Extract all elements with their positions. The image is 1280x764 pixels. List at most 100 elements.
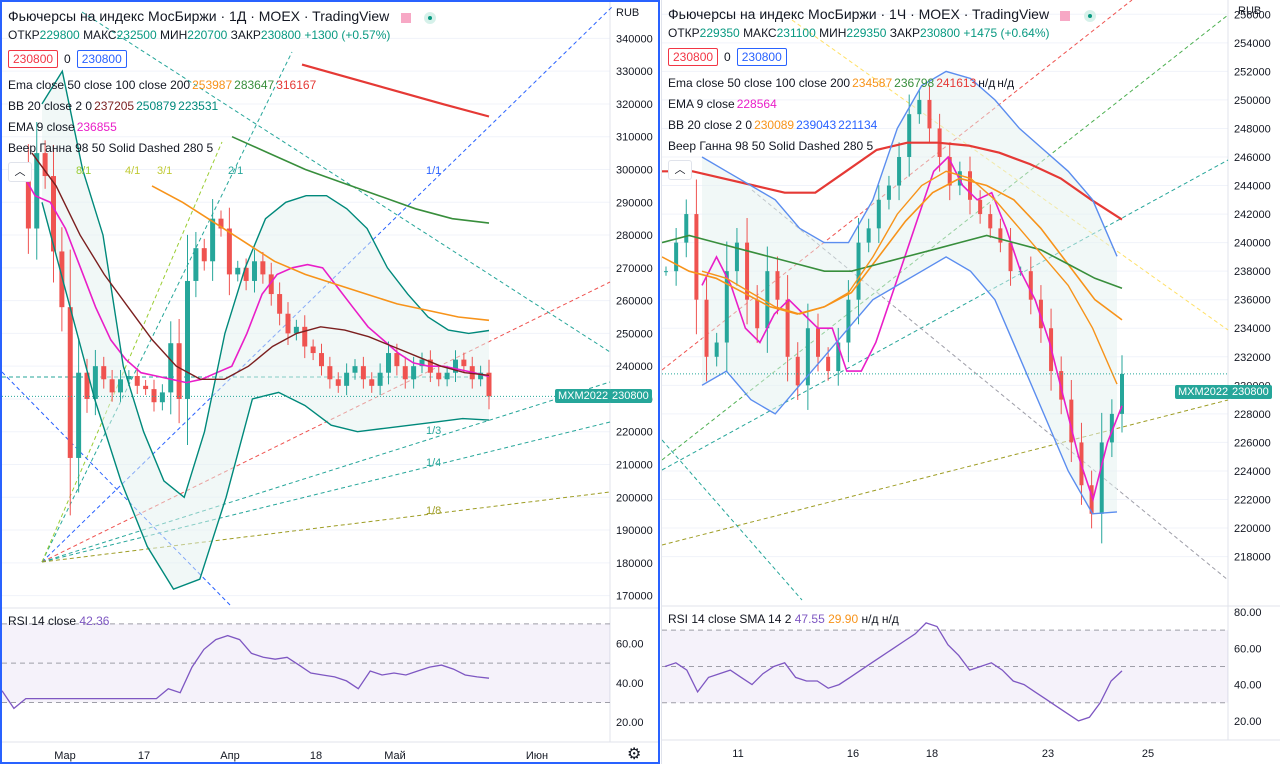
series-line-bb-lower <box>41 202 490 590</box>
low-value: 229350 <box>846 26 887 40</box>
indicator-row[interactable]: Веер Ганна 98 50 Solid Dashed 280 5 <box>8 140 213 156</box>
gann-fan-label: 2/1 <box>228 165 243 177</box>
candle-body <box>319 353 324 367</box>
price-tick-label: 200000 <box>616 492 653 504</box>
close-value: 230800 <box>920 26 961 40</box>
series-line-ema-100 <box>231 135 490 224</box>
chart-canvas-daily[interactable]: 340000 330000 320000 310000 300000 290000 2800… <box>2 2 658 762</box>
gann-fan-label: 4/1 <box>125 165 140 177</box>
series-line-bb-upper <box>701 70 1118 257</box>
time-tick-label: Апр <box>220 750 239 762</box>
candle-body <box>369 379 375 386</box>
candle-body <box>453 359 458 373</box>
settings-gear-icon[interactable]: ⚙ <box>627 746 642 763</box>
collapse-legend-button[interactable]: ︿ <box>668 160 692 180</box>
indicator-row[interactable]: EMA 9 close 228564 <box>668 96 777 112</box>
last-price-tag: 230800 <box>609 389 652 403</box>
sell-button[interactable]: 230800 <box>668 48 719 66</box>
price-tick-label: 170000 <box>616 591 653 603</box>
price-tick-label: 228000 <box>1234 409 1271 421</box>
candle-body <box>734 242 739 272</box>
bollinger-fill <box>702 71 1117 514</box>
indicator-label: BB 20 close 2 0 <box>8 99 93 113</box>
series-line-ema-100 <box>662 234 1123 290</box>
price-tick-label: 222000 <box>1234 495 1271 507</box>
indicator-value: 239043 <box>796 118 837 132</box>
candle-body <box>243 267 249 281</box>
gann-fan-line <box>41 491 611 563</box>
spread-value: 0 <box>64 52 71 66</box>
candle-body <box>724 271 729 343</box>
collapse-legend-button[interactable]: ︿ <box>8 162 32 182</box>
candle-body <box>785 299 790 357</box>
candle-body <box>805 328 810 386</box>
price-tick-label: 238000 <box>1234 266 1271 278</box>
gann-fan-label: 8/1 <box>76 165 91 177</box>
time-tick-label: 25 <box>1142 748 1154 760</box>
flag-icon[interactable] <box>400 12 411 23</box>
rsi-na-1: н/д <box>861 612 879 626</box>
series-line-ema-200 <box>301 63 490 118</box>
candle-body <box>968 171 972 200</box>
symbol-tag: MXM2022 <box>1175 385 1232 399</box>
candle-body <box>109 379 115 393</box>
candle-body <box>285 313 291 334</box>
spread-value: 0 <box>724 50 731 64</box>
chart-title-row: Фьючерсы на индекс МосБиржи · 1Ч · MOEX … <box>668 6 1096 23</box>
chart-title: Фьючерсы на индекс МосБиржи · 1Ч · MOEX … <box>668 6 1050 22</box>
chart-title: Фьючерсы на индекс МосБиржи · 1Д · MOEX … <box>8 8 390 24</box>
indicator-label: Ema close 50 close 100 close 200 <box>8 78 191 92</box>
indicator-label: BB 20 close 2 0 <box>668 118 753 132</box>
candle-body <box>59 251 65 308</box>
candle-body <box>386 353 391 373</box>
candle-body <box>360 366 366 380</box>
chart-title-row: Фьючерсы на индекс МосБиржи · 1Д · MOEX … <box>8 8 436 25</box>
candle-body <box>1099 442 1104 514</box>
currency-label: RUB <box>616 7 640 19</box>
candle-body <box>674 242 679 272</box>
indicator-row[interactable]: Веер Ганна 98 50 Solid Dashed 280 5 <box>668 138 873 154</box>
price-tick-label: 340000 <box>616 33 653 45</box>
market-status-icon <box>423 11 436 24</box>
series-line-bb-middle <box>31 152 490 380</box>
candle-body <box>193 248 199 281</box>
sell-button[interactable]: 230800 <box>8 50 59 68</box>
indicator-value: 236855 <box>76 120 117 134</box>
buy-button[interactable]: 230800 <box>736 48 787 66</box>
price-tick-label: 242000 <box>1234 209 1271 221</box>
indicator-row[interactable]: BB 20 close 2 0 237205 250879 223531 <box>8 98 218 114</box>
candle-body <box>226 228 232 275</box>
rsi-na-2: н/д <box>881 612 899 626</box>
indicator-row[interactable]: Ema close 50 close 100 close 200 253987 28… <box>8 77 316 93</box>
candle-body <box>143 385 149 390</box>
chevron-up-icon: ︿ <box>674 164 686 176</box>
chart-pane-hourly[interactable]: 256000 254000 252000 250000 248000 246000 2440… <box>661 0 1280 764</box>
rsi-tick-label: 20.00 <box>616 717 644 729</box>
high-label: МАКС <box>743 26 777 40</box>
chart-canvas-hourly[interactable]: 256000 254000 252000 250000 248000 246000 2440… <box>662 0 1280 764</box>
candle-body <box>277 294 283 314</box>
gann-fan-label: 1/4 <box>426 457 441 469</box>
candle-body <box>1109 413 1114 443</box>
indicator-row[interactable]: BB 20 close 2 0 230089 239043 221134 <box>668 117 877 133</box>
series-line-bb-middle <box>701 170 1118 385</box>
series-line-bb-lower <box>701 256 1118 515</box>
price-tick-label: 244000 <box>1234 181 1271 193</box>
candle-body <box>293 326 299 334</box>
indicator-value: 221134 <box>838 118 878 132</box>
flag-icon[interactable] <box>1060 10 1071 21</box>
price-tick-label: 252000 <box>1234 66 1271 78</box>
indicator-row[interactable]: EMA 9 close 236855 <box>8 119 117 135</box>
indicator-value: 228564 <box>736 97 777 111</box>
indicator-value: 234587 <box>852 76 893 90</box>
candle-body <box>1069 399 1074 443</box>
buy-button[interactable]: 230800 <box>76 50 127 68</box>
candle-body <box>988 214 993 229</box>
chart-pane-daily[interactable]: 340000 330000 320000 310000 300000 290000 2800… <box>0 0 660 764</box>
candle-body <box>461 359 467 367</box>
open-label: ОТКР <box>8 28 40 42</box>
indicator-row[interactable]: Ema close 50 close 100 close 200 234587 23… <box>668 75 1014 91</box>
candle-body <box>927 99 932 129</box>
time-tick-label: Мар <box>54 750 76 762</box>
indicator-value: н/д <box>997 76 1015 90</box>
